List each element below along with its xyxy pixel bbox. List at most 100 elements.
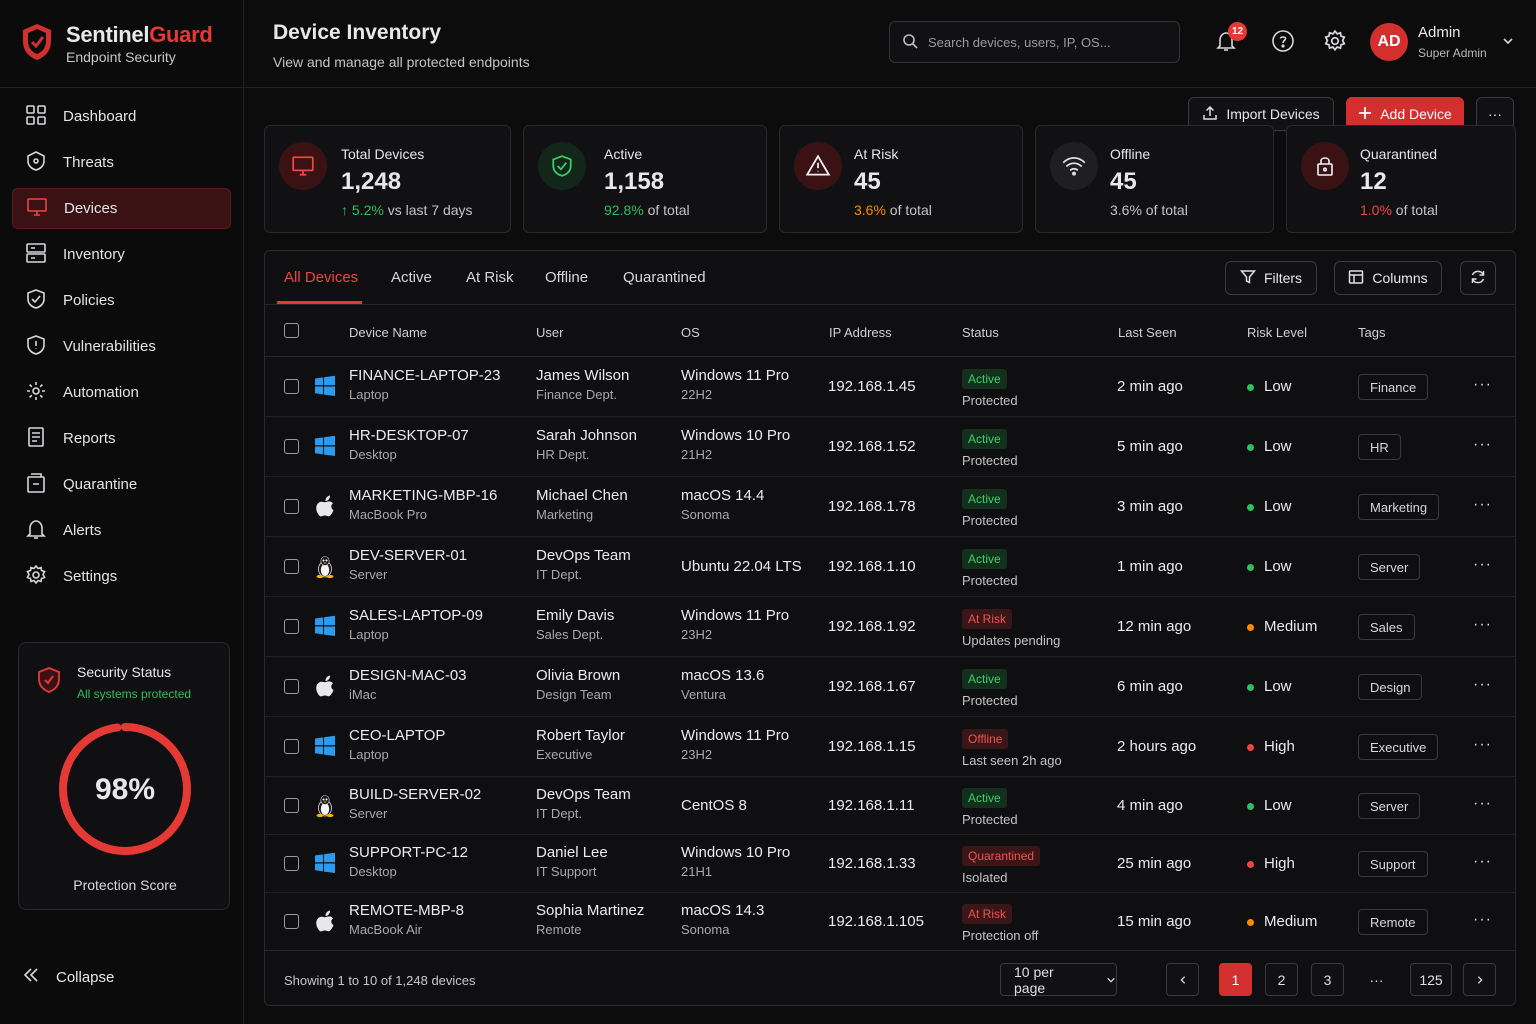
column-header[interactable]: Risk Level xyxy=(1247,325,1307,340)
row-checkbox[interactable] xyxy=(284,914,299,929)
user-name: DevOps Team xyxy=(536,547,631,564)
tab-active[interactable]: Active xyxy=(391,269,432,286)
row-checkbox[interactable] xyxy=(284,798,299,813)
device-tag[interactable]: Support xyxy=(1358,851,1428,877)
tab-offline[interactable]: Offline xyxy=(545,269,589,286)
row-more-icon[interactable]: ··· xyxy=(1473,556,1492,573)
sidebar-item-inventory[interactable]: Inventory xyxy=(12,234,231,275)
column-header[interactable]: OS xyxy=(681,325,700,340)
collapse-sidebar-button[interactable]: Collapse xyxy=(22,966,114,988)
user-department: HR Dept. xyxy=(536,447,590,462)
device-tag[interactable]: Executive xyxy=(1358,734,1439,760)
notification-count-badge: 12 xyxy=(1228,22,1247,41)
row-checkbox[interactable] xyxy=(284,559,299,574)
column-header[interactable]: Tags xyxy=(1358,325,1386,340)
column-header[interactable]: IP Address xyxy=(829,325,892,340)
help-button[interactable] xyxy=(1269,28,1297,56)
user-name-cell: DevOps Team IT Dept. xyxy=(536,547,631,582)
device-tag[interactable]: HR xyxy=(1358,434,1401,460)
device-tag[interactable]: Marketing xyxy=(1358,494,1440,520)
table-row[interactable]: DEV-SERVER-01 Server DevOps Team IT Dept. Ub… xyxy=(265,537,1515,597)
tab-at-risk[interactable]: At Risk xyxy=(466,269,514,286)
table-row[interactable]: CEO-LAPTOP Laptop Robert Taylor Executive Wi… xyxy=(265,717,1515,777)
column-header[interactable]: User xyxy=(536,325,564,340)
device-tag[interactable]: Remote xyxy=(1358,909,1428,935)
row-checkbox[interactable] xyxy=(284,856,299,871)
row-checkbox[interactable] xyxy=(284,439,299,454)
status-cell: Offline Last seen 2h ago xyxy=(962,729,1062,768)
last-seen: 5 min ago xyxy=(1117,438,1183,455)
search-input[interactable] xyxy=(928,34,1168,50)
tab-all-devices[interactable]: All Devices xyxy=(284,269,359,286)
table-row[interactable]: BUILD-SERVER-02 Server DevOps Team IT Dept.… xyxy=(265,777,1515,835)
prev-page-button[interactable] xyxy=(1166,963,1199,996)
column-header[interactable]: Device Name xyxy=(349,325,428,340)
sidebar-item-alerts[interactable]: Alerts xyxy=(12,510,231,551)
sidebar-item-settings[interactable]: Settings xyxy=(12,556,231,597)
row-checkbox[interactable] xyxy=(284,379,299,394)
row-more-icon[interactable]: ··· xyxy=(1473,795,1492,812)
settings-button[interactable] xyxy=(1321,28,1349,56)
column-header[interactable]: Status xyxy=(962,325,999,340)
row-more-icon[interactable]: ··· xyxy=(1473,436,1492,453)
row-more-icon[interactable]: ··· xyxy=(1473,496,1492,513)
search-box[interactable] xyxy=(889,21,1180,63)
sidebar-item-policies[interactable]: Policies xyxy=(12,280,231,321)
page-button-last[interactable]: 125 xyxy=(1410,963,1452,996)
refresh-button[interactable] xyxy=(1460,261,1496,295)
device-tag[interactable]: Design xyxy=(1358,674,1423,700)
sidebar-item-vulnerabilities[interactable]: Vulnerabilities xyxy=(12,326,231,367)
device-tag[interactable]: Finance xyxy=(1358,374,1429,400)
sidebar-item-threats[interactable]: Threats xyxy=(12,142,231,183)
page-button-2[interactable]: 2 xyxy=(1265,963,1298,996)
row-more-icon[interactable]: ··· xyxy=(1473,616,1492,633)
filters-button[interactable]: Filters xyxy=(1225,261,1317,295)
select-all-checkbox[interactable] xyxy=(284,323,299,338)
table-row[interactable]: REMOTE-MBP-8 MacBook Air Sophia Martinez Re… xyxy=(265,893,1515,951)
sidebar-item-reports[interactable]: Reports xyxy=(12,418,231,459)
sidebar-item-devices[interactable]: Devices xyxy=(12,188,231,229)
row-more-icon[interactable]: ··· xyxy=(1473,853,1492,870)
table-row[interactable]: FINANCE-LAPTOP-23 Laptop James Wilson Finan… xyxy=(265,357,1515,417)
table-row[interactable]: DESIGN-MAC-03 iMac Olivia Brown Design Team… xyxy=(265,657,1515,717)
device-tag[interactable]: Server xyxy=(1358,554,1421,580)
sidebar-item-quarantine[interactable]: Quarantine xyxy=(12,464,231,505)
user-name: Olivia Brown xyxy=(536,667,621,684)
row-more-icon[interactable]: ··· xyxy=(1473,676,1492,693)
device-tag[interactable]: Sales xyxy=(1358,614,1415,640)
sidebar-item-dashboard[interactable]: Dashboard xyxy=(12,96,231,137)
page-button-1[interactable]: 1 xyxy=(1219,963,1252,996)
columns-button[interactable]: Columns xyxy=(1334,261,1442,295)
row-checkbox[interactable] xyxy=(284,679,299,694)
user-department: Finance Dept. xyxy=(536,387,617,402)
os-name: macOS 13.6 xyxy=(681,667,765,684)
row-checkbox[interactable] xyxy=(284,739,299,754)
device-tag[interactable]: Server xyxy=(1358,793,1421,819)
per-page-select[interactable]: 10 per page xyxy=(1000,963,1117,996)
status-detail: Protected xyxy=(962,513,1018,528)
row-checkbox[interactable] xyxy=(284,619,299,634)
table-row[interactable]: HR-DESKTOP-07 Desktop Sarah Johnson HR Dept… xyxy=(265,417,1515,477)
table-row[interactable]: MARKETING-MBP-16 MacBook Pro Michael Chen M… xyxy=(265,477,1515,537)
page-button-3[interactable]: 3 xyxy=(1311,963,1344,996)
table-row[interactable]: SALES-LAPTOP-09 Laptop Emily Davis Sales De… xyxy=(265,597,1515,657)
next-page-button[interactable] xyxy=(1463,963,1496,996)
device-name-cell: REMOTE-MBP-8 MacBook Air xyxy=(349,902,464,937)
row-more-icon[interactable]: ··· xyxy=(1473,911,1492,928)
row-more-icon[interactable]: ··· xyxy=(1473,376,1492,393)
table-row[interactable]: SUPPORT-PC-12 Desktop Daniel Lee IT Support… xyxy=(265,835,1515,893)
risk-dot xyxy=(1247,918,1254,926)
column-header[interactable]: Last Seen xyxy=(1118,325,1177,340)
table-header: Device Name User OS IP Address Status La… xyxy=(265,305,1515,357)
windows-icon xyxy=(314,852,338,876)
status-detail: Protection off xyxy=(962,928,1039,943)
os-name-cell: Windows 11 Pro 22H2 xyxy=(681,367,789,402)
biohazard-icon xyxy=(25,150,47,176)
row-checkbox[interactable] xyxy=(284,499,299,514)
avatar[interactable]: AD xyxy=(1370,23,1408,61)
row-more-icon[interactable]: ··· xyxy=(1473,736,1492,753)
tab-quarantined[interactable]: Quarantined xyxy=(623,269,706,286)
chevron-down-icon[interactable] xyxy=(1502,34,1514,50)
sidebar-item-automation[interactable]: Automation xyxy=(12,372,231,413)
devices-table-panel: All Devices Active At Risk Offline Quara… xyxy=(264,250,1516,1006)
